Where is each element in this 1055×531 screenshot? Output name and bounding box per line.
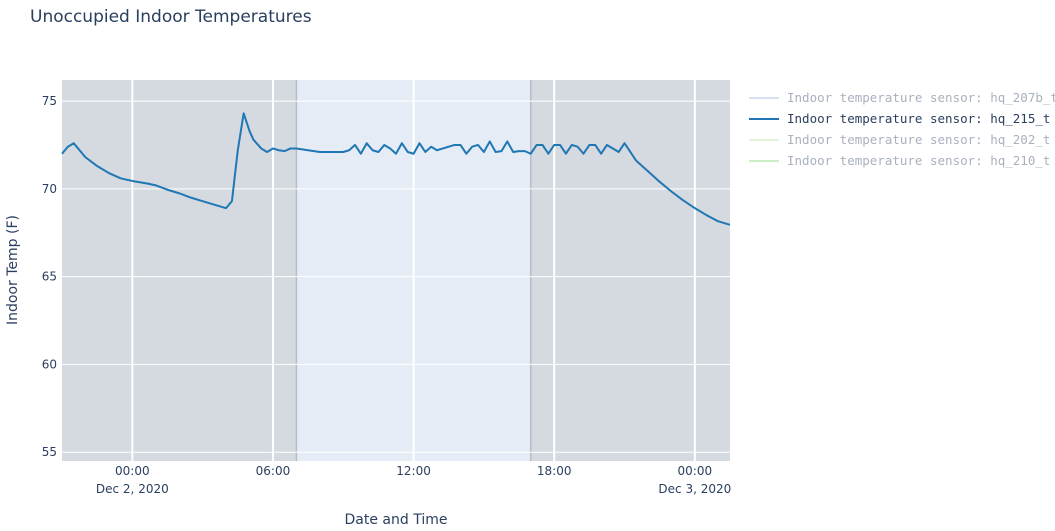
legend-item[interactable]: Indoor temperature sensor: hq_202_t	[749, 132, 1050, 147]
x-tick-label: 06:00	[256, 464, 291, 478]
x-tick-label: 00:00	[678, 464, 713, 478]
y-tick-label: 65	[42, 270, 57, 284]
legend-label: Indoor temperature sensor: hq_202_t	[787, 132, 1050, 147]
y-tick-label: 55	[42, 445, 57, 459]
y-tick-label: 60	[42, 357, 57, 371]
x-axis-ticks: 00:00 Dec 2, 2020 06:00 12:00 18:00 00:00 Dec …	[96, 464, 731, 496]
y-tick-label: 70	[42, 182, 57, 196]
x-axis-title: Date and Time	[345, 512, 448, 528]
series-line	[61, 112, 731, 226]
legend-label: Indoor temperature sensor: hq_207b_t	[787, 90, 1055, 105]
legend-item[interactable]: Indoor temperature sensor: hq_210_t	[749, 153, 1050, 168]
gridlines	[62, 80, 730, 461]
x-tick-date-label: Dec 3, 2020	[658, 482, 731, 496]
y-axis-title: Indoor Temp (F)	[5, 215, 21, 325]
y-axis-ticks: 55 60 65 70 75	[42, 94, 57, 459]
legend-label: Indoor temperature sensor: hq_210_t	[787, 153, 1050, 168]
y-tick-label: 75	[42, 94, 57, 108]
x-tick-label: 12:00	[396, 464, 431, 478]
legend: Indoor temperature sensor: hq_207b_t Indo…	[749, 90, 1055, 168]
x-tick-date-label: Dec 2, 2020	[96, 482, 169, 496]
legend-item[interactable]: Indoor temperature sensor: hq_207b_t	[749, 90, 1055, 105]
legend-item[interactable]: Indoor temperature sensor: hq_215_t	[749, 111, 1050, 126]
x-tick-label: 18:00	[537, 464, 572, 478]
plot-background	[62, 80, 730, 461]
x-tick-label: 00:00	[115, 464, 150, 478]
series-lines	[61, 112, 731, 226]
legend-label: Indoor temperature sensor: hq_215_t	[787, 111, 1050, 126]
chart-title: Unoccupied Indoor Temperatures	[30, 7, 312, 27]
shaded-region	[62, 80, 297, 461]
shaded-region	[530, 80, 730, 461]
